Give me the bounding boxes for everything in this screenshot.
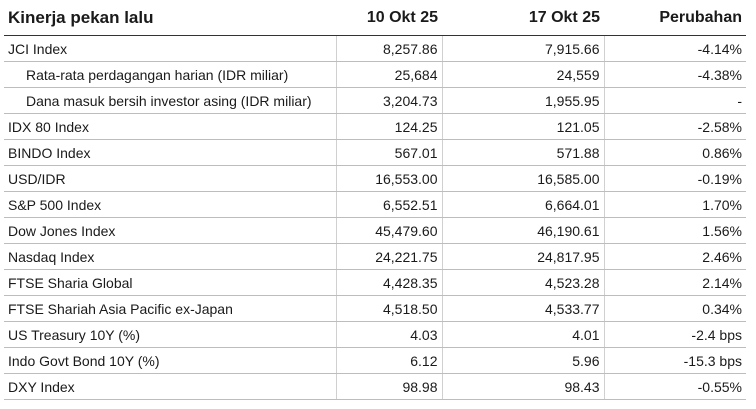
table-row: S&P 500 Index 6,552.51 6,664.01 1.70%: [4, 191, 746, 218]
row-label: USD/IDR: [4, 165, 336, 192]
cell-value: 98.98: [335, 373, 442, 400]
cell-value: 16,585.00: [441, 165, 604, 192]
cell-value: -4.38%: [603, 61, 746, 88]
title: Kinerja pekan lalu: [4, 0, 336, 36]
cell-value: 2.14%: [603, 269, 746, 296]
row-label: Dana masuk bersih investor asing (IDR mi…: [4, 87, 336, 114]
cell-value: 3,204.73: [335, 87, 442, 114]
cell-value: 1,955.95: [441, 87, 604, 114]
table-row: USD/IDR 16,553.00 16,585.00 -0.19%: [4, 165, 746, 192]
cell-value: 1.56%: [603, 217, 746, 244]
table-row: FTSE Sharia Global 4,428.35 4,523.28 2.14%: [4, 269, 746, 296]
table-row: Dow Jones Index 45,479.60 46,190.61 1.56%: [4, 217, 746, 244]
table-row: IDX 80 Index 124.25 121.05 -2.58%: [4, 113, 746, 140]
cell-value: 16,553.00: [335, 165, 442, 192]
table-row: Dana masuk bersih investor asing (IDR mi…: [4, 87, 746, 114]
table-body: JCI Index 8,257.86 7,915.66 -4.14% Rata-rata…: [4, 35, 746, 400]
table-row: US Treasury 10Y (%) 4.03 4.01 -2.4 bps: [4, 321, 746, 348]
cell-value: 6,552.51: [335, 191, 442, 218]
table-row: JCI Index 8,257.86 7,915.66 -4.14%: [4, 35, 746, 62]
row-label: IDX 80 Index: [4, 113, 336, 140]
cell-value: 24,559: [441, 61, 604, 88]
cell-value: 7,915.66: [441, 35, 604, 62]
cell-value: 25,684: [335, 61, 442, 88]
column-header: Perubahan: [604, 0, 746, 36]
table-row: FTSE Shariah Asia Pacific ex-Japan 4,518.…: [4, 295, 746, 322]
column-header: 10 Okt 25: [336, 0, 442, 36]
row-label: Nasdaq Index: [4, 243, 336, 270]
cell-value: -0.19%: [603, 165, 746, 192]
column-header: 17 Okt 25: [442, 0, 604, 36]
row-label: Indo Govt Bond 10Y (%): [4, 347, 336, 374]
cell-value: -0.55%: [603, 373, 746, 400]
performance-table: Kinerja pekan lalu 10 Okt 25 17 Okt 25 P…: [4, 0, 746, 400]
table-row: DXY Index 98.98 98.43 -0.55%: [4, 373, 746, 400]
cell-value: 98.43: [441, 373, 604, 400]
cell-value: 4.01: [441, 321, 604, 348]
cell-value: -2.4 bps: [603, 321, 746, 348]
cell-value: 46,190.61: [441, 217, 604, 244]
cell-value: 121.05: [441, 113, 604, 140]
cell-value: 124.25: [335, 113, 442, 140]
row-label: BINDO Index: [4, 139, 336, 166]
cell-value: 5.96: [441, 347, 604, 374]
cell-value: 24,817.95: [441, 243, 604, 270]
table-row: Indo Govt Bond 10Y (%) 6.12 5.96 -15.3 bps: [4, 347, 746, 374]
row-label: JCI Index: [4, 35, 336, 62]
cell-value: 0.86%: [603, 139, 746, 166]
row-label: US Treasury 10Y (%): [4, 321, 336, 348]
cell-value: 4,533.77: [441, 295, 604, 322]
cell-value: 6.12: [335, 347, 442, 374]
cell-value: 4.03: [335, 321, 442, 348]
cell-value: 1.70%: [603, 191, 746, 218]
cell-value: 4,428.35: [335, 269, 442, 296]
cell-value: 2.46%: [603, 243, 746, 270]
cell-value: 45,479.60: [335, 217, 442, 244]
cell-value: 0.34%: [603, 295, 746, 322]
header-row: Kinerja pekan lalu 10 Okt 25 17 Okt 25 P…: [4, 0, 746, 36]
table-header: Kinerja pekan lalu 10 Okt 25 17 Okt 25 P…: [4, 0, 746, 36]
cell-value: 24,221.75: [335, 243, 442, 270]
row-label: FTSE Shariah Asia Pacific ex-Japan: [4, 295, 336, 322]
cell-value: 567.01: [335, 139, 442, 166]
table-row: Nasdaq Index 24,221.75 24,817.95 2.46%: [4, 243, 746, 270]
row-label: Rata-rata perdagangan harian (IDR miliar…: [4, 61, 336, 88]
row-label: Dow Jones Index: [4, 217, 336, 244]
row-label: DXY Index: [4, 373, 336, 400]
cell-value: 8,257.86: [335, 35, 442, 62]
table-row: BINDO Index 567.01 571.88 0.86%: [4, 139, 746, 166]
table-row: Rata-rata perdagangan harian (IDR miliar…: [4, 61, 746, 88]
cell-value: 4,518.50: [335, 295, 442, 322]
cell-value: 6,664.01: [441, 191, 604, 218]
cell-value: -4.14%: [603, 35, 746, 62]
cell-value: 4,523.28: [441, 269, 604, 296]
cell-value: -: [603, 87, 746, 114]
cell-value: -15.3 bps: [603, 347, 746, 374]
cell-value: 571.88: [441, 139, 604, 166]
row-label: S&P 500 Index: [4, 191, 336, 218]
cell-value: -2.58%: [603, 113, 746, 140]
row-label: FTSE Sharia Global: [4, 269, 336, 296]
